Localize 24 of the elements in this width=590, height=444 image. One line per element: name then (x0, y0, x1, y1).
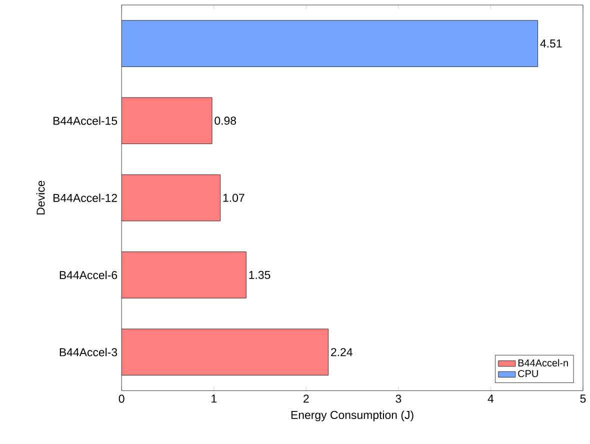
y-axis-title: Device (36, 180, 45, 214)
bar (122, 174, 221, 221)
y-tick-label: B44Accel-12 (54, 193, 117, 202)
data-label: 4.51 (540, 39, 562, 48)
data-label: 0.98 (214, 116, 236, 125)
x-tick-label: 4 (488, 394, 494, 402)
bar (122, 251, 246, 298)
y-tick-label: B44Accel-15 (54, 116, 118, 125)
x-tick-label: 0 (118, 394, 124, 403)
x-axis-title: Energy Consumption (J) (291, 410, 414, 422)
bar (122, 328, 328, 376)
data-label: 1.07 (223, 194, 244, 202)
x-tick-label: 2 (304, 394, 309, 402)
x-tick-label: 1 (212, 394, 216, 402)
y-tick-label: B44Accel-3 (60, 348, 118, 356)
y-tick-label: B44Accel-6 (60, 270, 118, 279)
bar (122, 20, 538, 67)
legend-label: B44Accel-n (518, 358, 568, 366)
x-tick-label: 5 (580, 394, 586, 402)
data-label: 1.35 (249, 270, 270, 279)
bar (122, 97, 212, 144)
x-tick-label: 3 (396, 394, 402, 403)
data-label: 2.24 (331, 348, 352, 356)
legend-label: CPU (518, 370, 538, 377)
